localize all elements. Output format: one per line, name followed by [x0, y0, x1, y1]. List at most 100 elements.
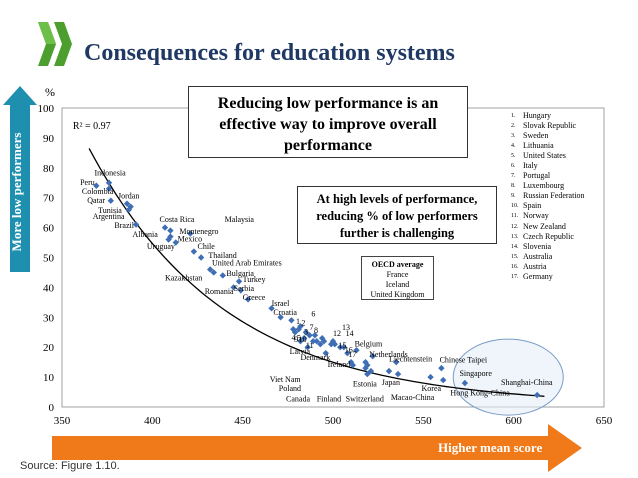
data-point: [190, 248, 198, 255]
key-country: Slovak Republic: [523, 121, 577, 131]
y-tick-label: 10: [43, 372, 55, 384]
oecd-average-heading: OECD average: [371, 260, 424, 269]
data-point: [219, 272, 226, 279]
point-label: Chinese Taipei: [440, 356, 488, 365]
data-point: [367, 367, 375, 375]
callout-main: Reducing low performance is an effective…: [188, 86, 468, 158]
key-number: 6.: [511, 163, 516, 170]
data-point: [362, 358, 369, 366]
key-country: Austria: [523, 261, 547, 271]
point-label: 7: [310, 323, 314, 332]
point-label: Latvia: [290, 347, 311, 356]
point-label: Finland: [317, 395, 341, 404]
data-point: [187, 230, 194, 237]
data-point: [288, 317, 295, 324]
data-point: [244, 296, 252, 303]
point-label: 12: [333, 329, 341, 338]
data-point: [167, 227, 174, 234]
x-tick-label: 350: [54, 415, 71, 427]
key-country: Spain: [523, 201, 542, 211]
point-label: Romania: [205, 287, 234, 296]
data-point: [306, 332, 313, 339]
data-point: [237, 287, 245, 294]
key-number: 14.: [511, 243, 519, 250]
point-label: 17: [348, 350, 356, 359]
y-tick-label: 0: [49, 402, 55, 414]
callout-high-performance: At high levels of performance, reducing …: [297, 186, 497, 244]
data-point: [123, 200, 131, 207]
point-label: Indonesia: [95, 168, 127, 177]
data-point: [268, 305, 275, 312]
data-point: [291, 329, 299, 336]
point-label: 14: [346, 329, 354, 338]
page-title: Consequences for education systems: [84, 40, 455, 66]
point-label: Montenegro: [179, 227, 218, 236]
key-row: 2. Slovak Republic: [511, 121, 585, 131]
point-label: Ireland: [328, 360, 351, 369]
point-label: Brazil: [114, 221, 134, 230]
key-number: 5.: [511, 153, 516, 160]
key-row: 7. Portugal: [511, 171, 585, 181]
data-point: [172, 239, 180, 246]
data-point: [125, 206, 133, 213]
point-label: Macao-China: [391, 393, 435, 402]
y-tick-label: 70: [43, 193, 55, 205]
y-tick-label: 100: [38, 103, 55, 115]
point-label: Japan: [382, 378, 400, 387]
point-label: Turkey: [243, 275, 266, 284]
data-point: [317, 341, 324, 348]
data-point: [461, 379, 469, 387]
key-country: Lithuania: [523, 141, 554, 151]
data-point: [337, 344, 344, 351]
point-label: Denmark: [300, 353, 330, 362]
key-number: 11.: [511, 213, 519, 220]
point-label: Mexico: [178, 235, 202, 244]
point-label: 16: [345, 345, 353, 354]
key-number: 15.: [511, 253, 519, 260]
callout-main-line: performance: [284, 137, 372, 154]
key-country: Norway: [523, 211, 549, 221]
data-point: [297, 338, 304, 345]
key-row: 9. Russian Federation: [511, 191, 585, 201]
point-label: Greece: [243, 293, 266, 302]
data-point: [93, 182, 100, 189]
point-label: Croatia: [273, 308, 297, 317]
key-number: 4.: [511, 143, 516, 150]
key-country: Germany: [523, 271, 553, 281]
data-point: [132, 221, 140, 228]
key-row: 3. Sweden: [511, 131, 585, 141]
key-country: Luxembourg: [523, 181, 565, 191]
point-label: Albania: [132, 230, 158, 239]
point-label: 9: [294, 335, 298, 344]
key-row: 4. Lithuania: [511, 141, 585, 151]
point-label: Uruguay: [147, 242, 175, 251]
point-label: Chile: [198, 242, 216, 251]
y-tick-label: 80: [43, 163, 55, 175]
point-label: Serbia: [234, 284, 255, 293]
numbered-country-key: 1. Hungary 2. Slovak Republic 3. Sweden 4. Lith…: [511, 111, 585, 282]
point-label: Israel: [272, 299, 291, 308]
point-label: Bulgaria: [226, 269, 254, 278]
callout-high-line: At high levels of performance,: [316, 192, 478, 206]
point-label: 1: [296, 317, 300, 326]
point-label: 4: [291, 333, 295, 342]
key-number: 10.: [511, 203, 519, 210]
data-point: [427, 373, 434, 381]
data-point: [318, 335, 326, 342]
data-point: [349, 361, 357, 369]
point-label: 13: [342, 323, 350, 332]
data-point: [107, 197, 114, 204]
data-point: [533, 391, 541, 399]
key-row: 15. Australia: [511, 252, 585, 262]
key-country: United States: [523, 151, 566, 161]
y-tick-label: 30: [43, 312, 55, 324]
key-number: 17.: [511, 273, 519, 280]
r-squared-annotation: R² = 0.97: [73, 121, 111, 132]
bottom-arrow-icon: [52, 424, 582, 472]
key-country: Russian Federation: [523, 191, 585, 201]
y-tick-label: 50: [43, 253, 55, 265]
point-label: 6: [311, 309, 315, 318]
point-label: Malaysia: [225, 215, 255, 224]
key-row: 8. Luxembourg: [511, 181, 585, 191]
key-row: 5. United States: [511, 151, 585, 161]
